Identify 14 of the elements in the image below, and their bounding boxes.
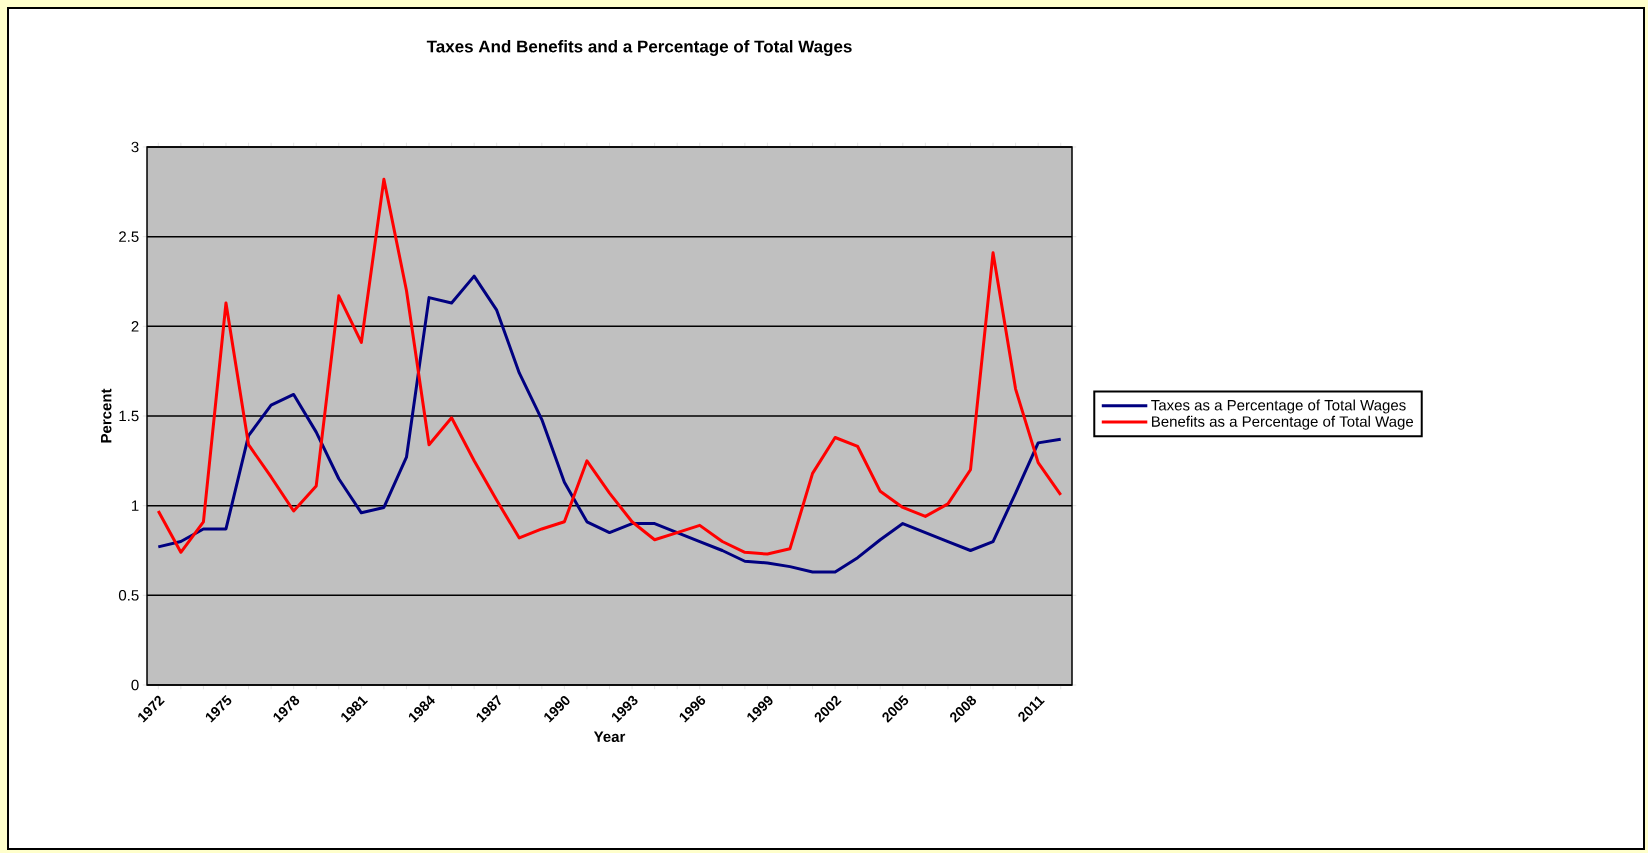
y-tick-label: 0	[131, 679, 139, 691]
y-axis-title: Percent	[101, 388, 112, 443]
line-series	[156, 274, 1063, 574]
x-axis-title: Year	[593, 731, 626, 742]
chart-title: Taxes And Benefits and a Percentage of Total Wages	[426, 40, 852, 56]
legend-label: Benefits as a Percentage of Total Wage	[1152, 415, 1414, 430]
legend-label: Taxes as a Percentage of Total Wages	[1151, 399, 1406, 414]
y-tick-label: 0.5	[118, 590, 139, 601]
y-tick-label: 1	[132, 500, 139, 511]
y-tick-label: 2	[131, 321, 139, 332]
line-series	[156, 177, 1063, 556]
y-tick-label: 1.5	[119, 410, 139, 422]
y-tick-label: 3	[131, 141, 139, 153]
y-tick-label: 2.5	[119, 231, 139, 242]
